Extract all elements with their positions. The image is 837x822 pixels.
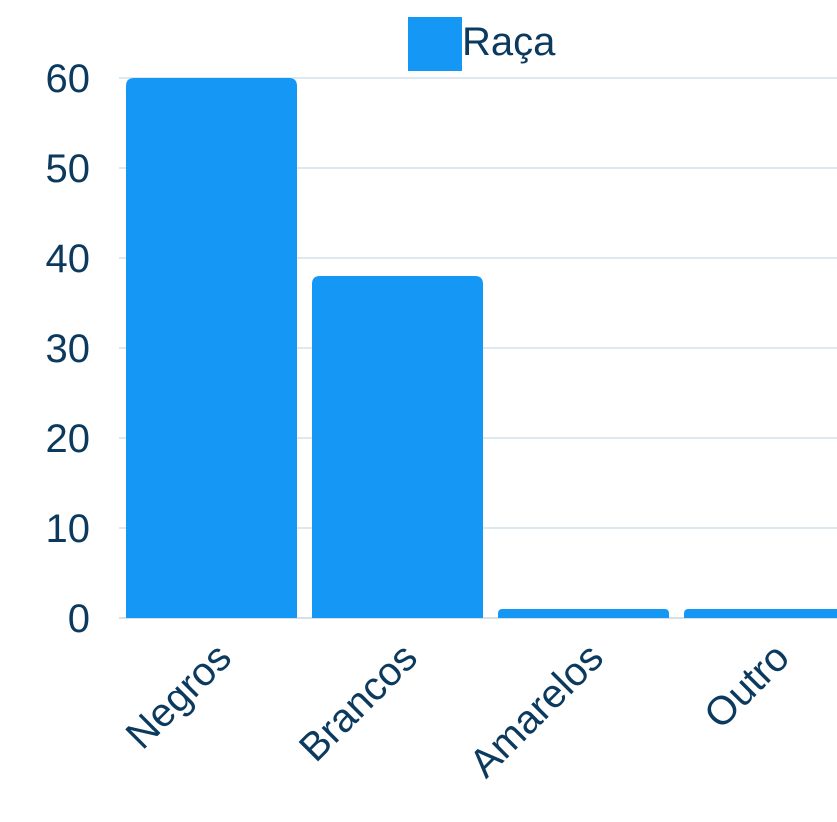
legend-label-raca: Raça	[462, 20, 556, 64]
bar-outro	[684, 609, 837, 618]
bars	[126, 78, 837, 618]
bar-brancos	[312, 276, 483, 618]
y-tick-label-30: 30	[46, 327, 91, 371]
x-tick-label-outro: Outro	[696, 635, 798, 737]
legend: Raça	[408, 17, 556, 71]
x-tick-label-negros: Negros	[118, 635, 240, 757]
x-tick-label-brancos: Brancos	[291, 635, 426, 770]
bar-amarelos	[498, 609, 669, 618]
bar-negros	[126, 78, 297, 618]
y-tick-label-10: 10	[46, 507, 91, 551]
y-tick-label-40: 40	[46, 237, 91, 281]
x-axis-labels: Negros Brancos Amarelos Outro	[118, 635, 798, 786]
y-axis-ticks: 0 10 20 30 40 50 60	[46, 57, 91, 641]
y-tick-label-50: 50	[46, 147, 91, 191]
y-tick-label-0: 0	[68, 597, 90, 641]
x-tick-label-amarelos: Amarelos	[461, 635, 612, 786]
y-tick-label-60: 60	[46, 57, 91, 101]
legend-swatch	[408, 17, 462, 71]
y-tick-label-20: 20	[46, 417, 91, 461]
